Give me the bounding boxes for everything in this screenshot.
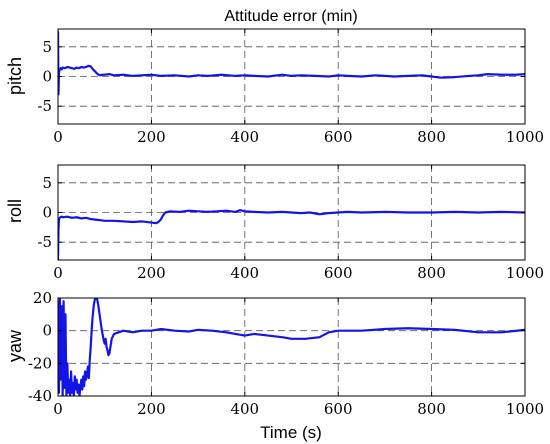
- yaw-y-tick-label: -20: [28, 354, 52, 372]
- roll-x-tick-label: 1000: [506, 264, 544, 282]
- yaw-panel: 0 200 400 600 800 1000 -40 -20 0 20: [28, 289, 544, 418]
- roll-x-tick-label: 0: [53, 264, 63, 282]
- roll-panel: 0 200 400 600 800 1000-505: [37, 164, 544, 282]
- yaw-plot-area: [57, 297, 526, 397]
- roll-x-tick-label: 400: [230, 264, 259, 282]
- roll-x-tick-label: 800: [417, 264, 446, 282]
- pitch-x-tick-label: 0: [53, 128, 63, 146]
- yaw-x-tick-label: 600: [324, 400, 353, 418]
- yaw-axes-border: [57, 297, 526, 397]
- yaw-axis-label: yaw: [5, 329, 25, 362]
- yaw-y-tick-label: -40: [28, 387, 52, 405]
- pitch-y-tick-label: 0: [42, 68, 52, 86]
- pitch-panel: 0 200 400 600 800 1000-505: [37, 28, 544, 146]
- pitch-x-tick-label: 800: [417, 128, 446, 146]
- yaw-x-tick-label: 1000: [506, 400, 544, 418]
- yaw-x-tick-label: 200: [137, 400, 166, 418]
- roll-y-tick-label: -5: [37, 233, 52, 251]
- yaw-x-tick-label: 0: [53, 400, 63, 418]
- roll-x-tick-label: 600: [324, 264, 353, 282]
- roll-series-line: [58, 209, 525, 260]
- pitch-axis-label: pitch: [5, 57, 25, 95]
- yaw-x-tick-label: 400: [230, 400, 259, 418]
- roll-x-tick-label: 200: [137, 264, 166, 282]
- yaw-y-tick-label: 20: [33, 289, 52, 307]
- pitch-y-tick-label: 5: [42, 38, 52, 56]
- roll-axis-label: roll: [5, 199, 25, 223]
- pitch-series-line: [58, 30, 525, 96]
- roll-y-tick-label: 5: [42, 174, 52, 192]
- pitch-x-tick-label: 200: [137, 128, 166, 146]
- yaw-x-tick-label: 800: [417, 400, 446, 418]
- pitch-x-tick-label: 400: [230, 128, 259, 146]
- yaw-series-line: [58, 298, 525, 396]
- yaw-y-tick-label: 0: [42, 322, 52, 340]
- pitch-y-tick-label: -5: [37, 97, 52, 115]
- roll-y-tick-label: 0: [42, 204, 52, 222]
- pitch-x-tick-label: 600: [324, 128, 353, 146]
- chart-title: Attitude error (min): [224, 8, 357, 25]
- pitch-x-tick-label: 1000: [506, 128, 544, 146]
- x-axis-label: Time (s): [260, 423, 322, 442]
